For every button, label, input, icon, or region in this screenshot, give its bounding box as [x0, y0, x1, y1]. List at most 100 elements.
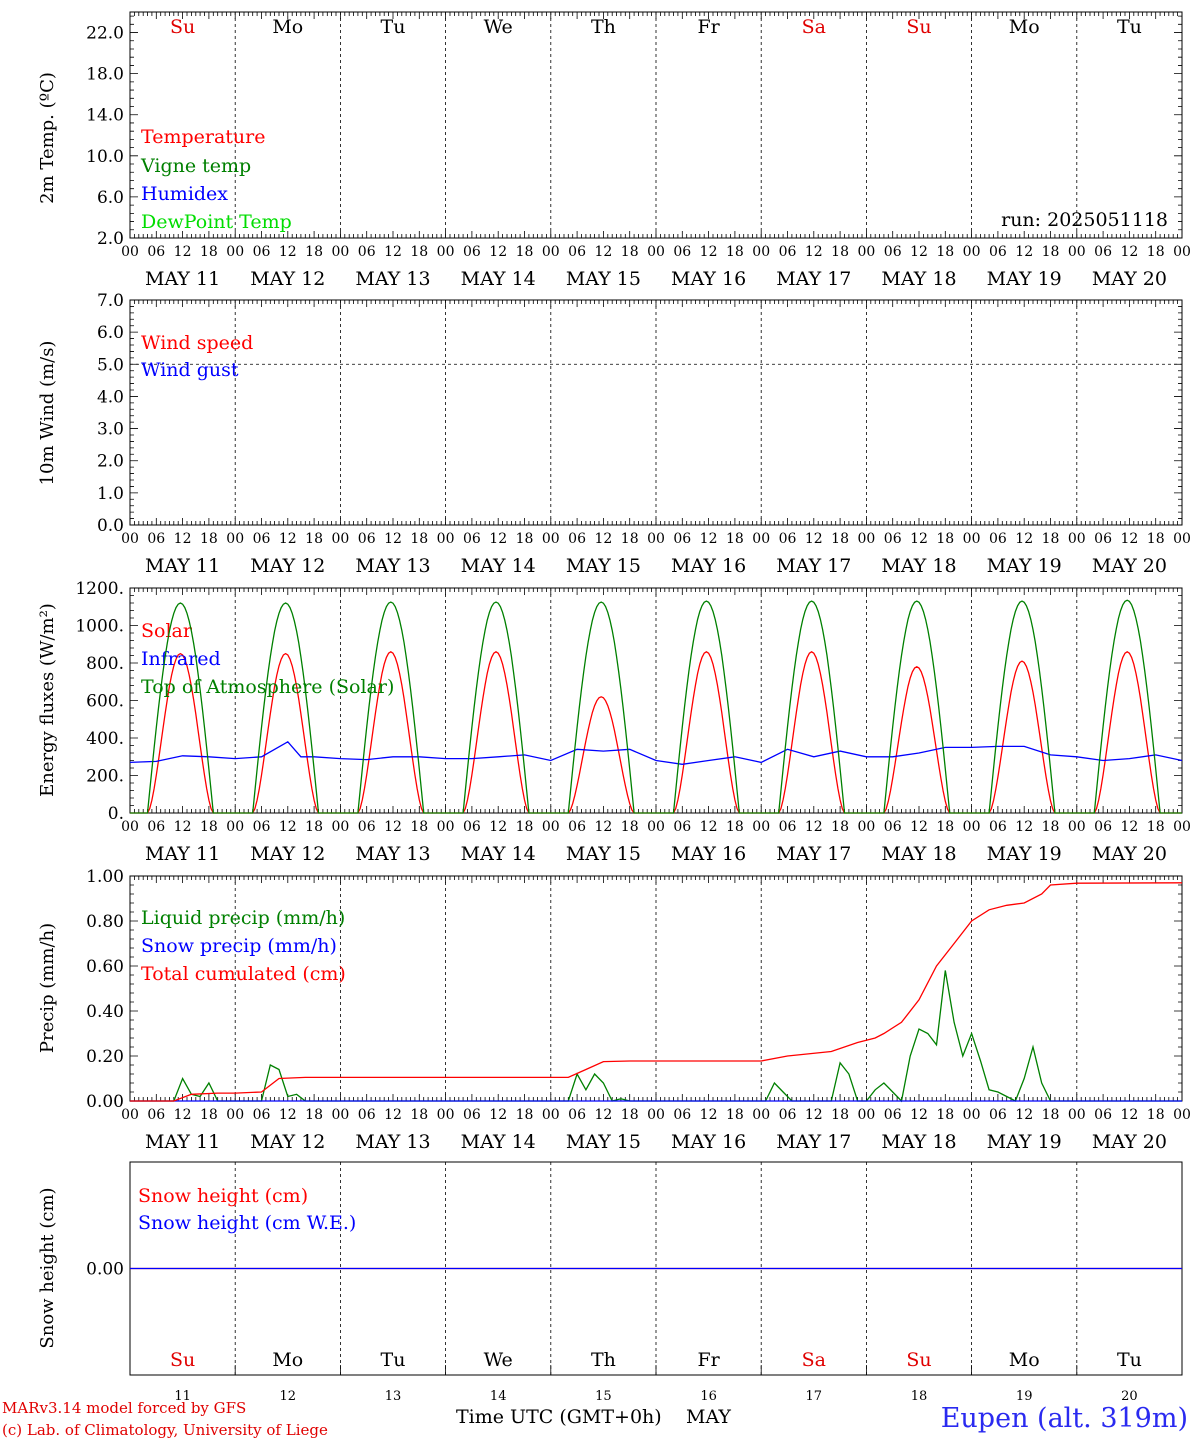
x-hour-label: 18	[831, 1107, 849, 1123]
x-hour-label: 12	[594, 1107, 612, 1123]
x-date-label: MAY 18	[881, 843, 956, 865]
x-hour-label: 06	[463, 531, 481, 547]
x-date-label: MAY 17	[776, 843, 851, 865]
legend-entry: Humidex	[141, 183, 228, 205]
x-hour-label: 18	[410, 819, 428, 835]
x-date-label: MAY 17	[776, 268, 851, 290]
x-hour-label: 12	[489, 1107, 507, 1123]
x-hour-label: 18	[410, 531, 428, 547]
x-date-label: MAY 15	[566, 1131, 641, 1153]
x-hour-label: 00	[963, 531, 981, 547]
x-date-label: MAY 20	[1092, 843, 1167, 865]
x-hour-label: 06	[673, 1107, 691, 1123]
y-tick-label: 0.0	[97, 516, 124, 536]
x-hour-label: 18	[621, 244, 639, 260]
day-number-label: 16	[700, 1389, 717, 1404]
x-hour-label: 00	[437, 1107, 455, 1123]
x-hour-label: 00	[121, 819, 139, 835]
x-hour-label: 18	[726, 819, 744, 835]
x-date-label: MAY 12	[250, 555, 325, 577]
y-tick-label: 6.0	[97, 323, 124, 343]
x-hour-label: 06	[463, 1107, 481, 1123]
x-hour-label: 12	[489, 819, 507, 835]
x-hour-label: 00	[1068, 531, 1086, 547]
x-hour-label: 18	[726, 1107, 744, 1123]
x-date-label: MAY 18	[881, 1131, 956, 1153]
x-hour-label: 00	[857, 1107, 875, 1123]
x-date-label: MAY 16	[671, 268, 746, 290]
legend-entry: Vigne temp	[140, 155, 251, 177]
x-minor-ticks	[129, 12, 1183, 238]
x-hour-label: 06	[884, 244, 902, 260]
y-tick-label: 0.20	[86, 1047, 124, 1067]
month-label: MAY	[686, 1406, 731, 1428]
y-tick-label: 800.	[86, 654, 124, 674]
x-date-label: MAY 20	[1092, 555, 1167, 577]
x-date-label: MAY 11	[145, 268, 220, 290]
x-hour-label: 06	[147, 1107, 165, 1123]
x-hour-label: 18	[621, 819, 639, 835]
legend-entry: Liquid precip (mm/h)	[141, 907, 345, 929]
x-hour-label: 00	[963, 244, 981, 260]
x-hour-label: 18	[305, 531, 323, 547]
weekday-label: Mo	[1009, 16, 1040, 38]
y-tick-label: 200.	[86, 767, 124, 787]
y-tick-label: 18.0	[86, 65, 124, 85]
legend-entry: Wind speed	[141, 332, 253, 354]
weekday-label: Tu	[1117, 16, 1142, 38]
x-hour-label: 06	[463, 819, 481, 835]
x-hour-label: 18	[200, 1107, 218, 1123]
x-hour-label: 18	[831, 244, 849, 260]
x-hour-label: 00	[647, 244, 665, 260]
x-hour-label: 12	[174, 531, 192, 547]
x-date-label: MAY 20	[1092, 1131, 1167, 1153]
x-hour-label: 12	[1120, 819, 1138, 835]
x-date-label: MAY 17	[776, 555, 851, 577]
x-minor-ticks	[129, 300, 1183, 525]
x-hour-label: 12	[174, 1107, 192, 1123]
x-hour-label: 06	[463, 244, 481, 260]
x-date-label: MAY 14	[461, 268, 536, 290]
x-hour-label: 12	[700, 1107, 718, 1123]
day-number-label: 11	[174, 1389, 191, 1404]
x-hour-label: 18	[1147, 819, 1165, 835]
x-hour-label: 00	[1173, 819, 1191, 835]
x-hour-label: 00	[857, 244, 875, 260]
x-hour-label: 00	[647, 531, 665, 547]
x-hour-label: 00	[542, 1107, 560, 1123]
x-hour-label: 00	[752, 531, 770, 547]
y-axis-label: Precip (mm/h)	[37, 923, 58, 1053]
y-tick-label: 600.	[86, 692, 124, 712]
x-hour-label: 18	[305, 1107, 323, 1123]
legend-entry: Snow height (cm)	[138, 1185, 308, 1207]
y-tick-label: 14.0	[86, 106, 124, 126]
x-date-label: MAY 18	[881, 268, 956, 290]
run-label: run: 2025051118	[1001, 209, 1168, 231]
legend-entry: DewPoint Temp	[141, 211, 292, 233]
x-hour-label: 06	[147, 244, 165, 260]
x-hour-label: 12	[279, 819, 297, 835]
weekday-label: Su	[906, 16, 931, 38]
x-hour-label: 06	[884, 1107, 902, 1123]
x-date-label: MAY 12	[250, 268, 325, 290]
day-number-label: 15	[595, 1389, 612, 1404]
x-hour-label: 06	[884, 819, 902, 835]
x-date-label: MAY 11	[145, 1131, 220, 1153]
x-hour-label: 18	[1042, 1107, 1060, 1123]
x-hour-label: 12	[910, 244, 928, 260]
x-hour-label: 06	[1094, 1107, 1112, 1123]
x-hour-label: 06	[253, 531, 271, 547]
x-hour-label: 06	[779, 1107, 797, 1123]
x-date-label: MAY 18	[881, 555, 956, 577]
x-hour-label: 00	[226, 1107, 244, 1123]
x-hour-label: 06	[989, 244, 1007, 260]
day-number-label: 14	[490, 1389, 507, 1404]
y-tick-label: 0.	[108, 804, 124, 824]
x-day-ticks	[129, 1365, 1183, 1375]
x-date-label: MAY 16	[671, 843, 746, 865]
x-hour-label: 12	[489, 531, 507, 547]
x-hour-label: 06	[989, 1107, 1007, 1123]
x-hour-label: 06	[253, 819, 271, 835]
x-hour-label: 06	[147, 819, 165, 835]
x-hour-label: 18	[621, 1107, 639, 1123]
